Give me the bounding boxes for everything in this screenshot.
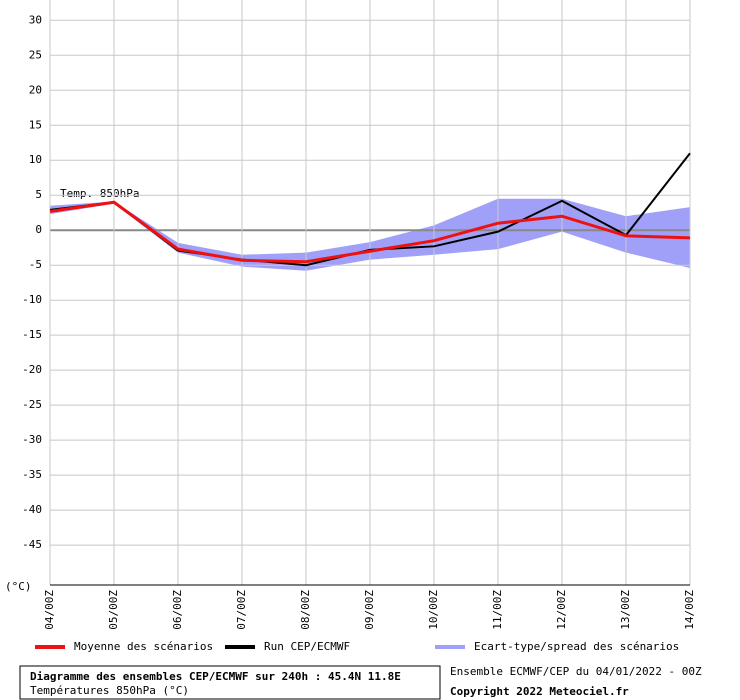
x-tick-label: 04/00Z [43,590,56,630]
copyright: Copyright 2022 Meteociel.fr [450,685,629,698]
chart-subtitle: Températures 850hPa (°C) [30,684,189,697]
y-tick-label: -10 [22,293,42,306]
y-tick-label: 20 [29,83,42,96]
y-tick-label: 15 [29,118,42,131]
legend-label: Moyenne des scénarios [74,640,213,653]
y-tick-label: -20 [22,363,42,376]
x-tick-label: 14/00Z [683,590,696,630]
x-tick-label: 12/00Z [555,590,568,630]
x-tick-label: 11/00Z [491,590,504,630]
x-tick-label: 10/00Z [427,590,440,630]
y-tick-label: -5 [29,258,42,271]
y-tick-label: 5 [35,188,42,201]
y-tick-label: -30 [22,433,42,446]
x-tick-label: 07/00Z [235,590,248,630]
y-unit: (°C) [5,580,32,593]
y-tick-label: -15 [22,328,42,341]
legend-label: Ecart-type/spread des scénarios [474,640,679,653]
x-tick-label: 13/00Z [619,590,632,630]
x-tick-label: 05/00Z [107,590,120,630]
y-tick-label: -45 [22,538,42,551]
y-tick-label: 25 [29,48,42,61]
y-tick-label: -25 [22,398,42,411]
series-line [49,200,691,264]
x-tick-label: 06/00Z [171,590,184,630]
y-tick-label: 30 [29,13,42,26]
title-box [19,665,441,700]
y-tick-label: -40 [22,503,42,516]
x-tick-label: 08/00Z [299,590,312,630]
run-info: Ensemble ECMWF/CEP du 04/01/2022 - 00Z [450,665,702,678]
y-tick-label: -35 [22,468,42,481]
annotation: Temp. 850hPa [60,187,139,200]
y-tick-label: 0 [35,223,42,236]
y-tick-label: 10 [29,153,42,166]
x-tick-label: 09/00Z [363,590,376,630]
legend-label: Run CEP/ECMWF [264,640,350,653]
chart-title: Diagramme des ensembles CEP/ECMWF sur 24… [30,670,401,683]
